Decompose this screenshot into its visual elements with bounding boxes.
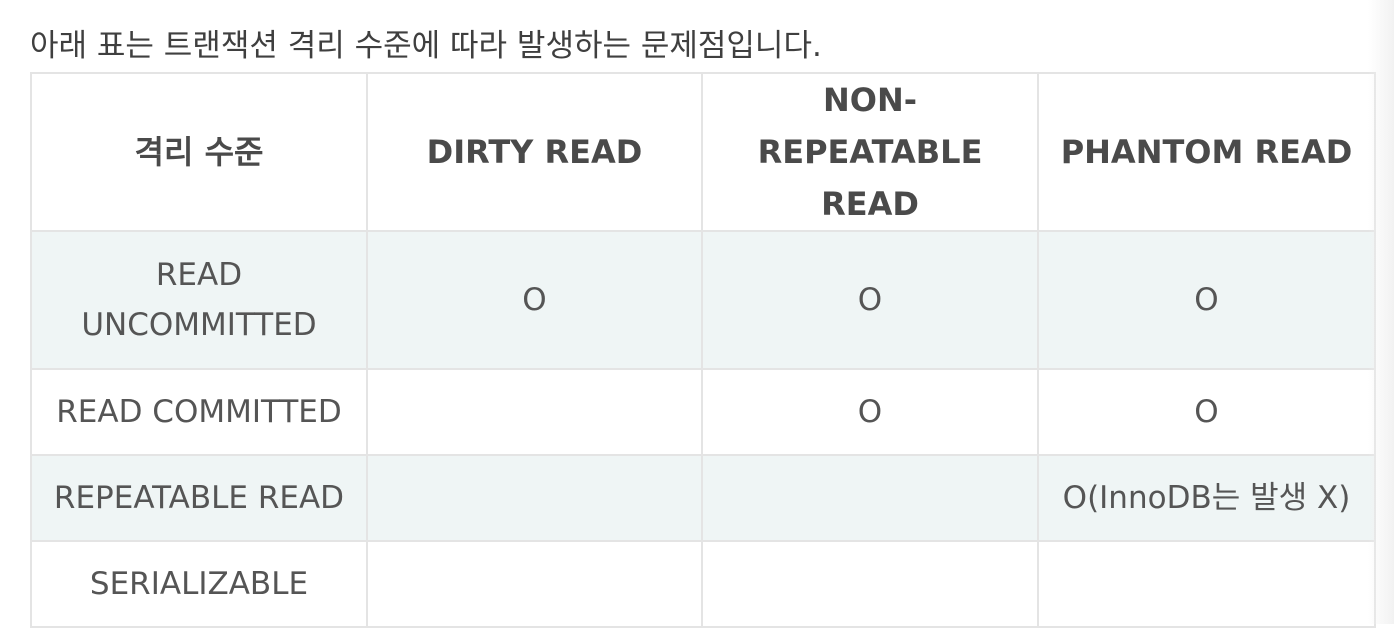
cell-phantom-read: O(InnoDB는 발생 X) [1037,454,1376,542]
table-row: REPEATABLE READ O(InnoDB는 발생 X) [30,454,1376,542]
cell-non-repeatable-read [701,454,1039,542]
header-non-repeatable-read: NON-REPEATABLE READ [701,72,1039,232]
header-phantom-read: PHANTOM READ [1037,72,1376,232]
cell-phantom-read: O [1037,368,1376,456]
cell-phantom-read [1037,540,1376,628]
cell-phantom-read: O [1037,230,1376,370]
header-isolation-level: 격리 수준 [30,72,368,232]
cell-dirty-read [366,540,703,628]
cell-non-repeatable-read: O [701,368,1039,456]
isolation-level-table-container: 격리 수준 DIRTY READ NON-REPEATABLE READ PHA… [30,72,1376,628]
cell-dirty-read: O [366,230,703,370]
cell-isolation-level: READ COMMITTED [30,368,368,456]
cell-dirty-read [366,368,703,456]
cell-non-repeatable-read [701,540,1039,628]
header-dirty-read: DIRTY READ [366,72,703,232]
table-row: SERIALIZABLE [30,540,1376,628]
cell-isolation-level: SERIALIZABLE [30,540,368,628]
intro-text: 아래 표는 트랜잭션 격리 수준에 따라 발생하는 문제점입니다. [30,28,822,64]
table-row: READ COMMITTED O O [30,368,1376,456]
cell-dirty-read [366,454,703,542]
cell-isolation-level: REPEATABLE READ [30,454,368,542]
isolation-level-table: 격리 수준 DIRTY READ NON-REPEATABLE READ PHA… [30,72,1376,628]
table-header-row: 격리 수준 DIRTY READ NON-REPEATABLE READ PHA… [30,72,1376,232]
cell-isolation-level: READ UNCOMMITTED [30,230,368,370]
table-row: READ UNCOMMITTED O O O [30,230,1376,370]
cell-non-repeatable-read: O [701,230,1039,370]
scroll-edge-shadow [1368,0,1394,624]
